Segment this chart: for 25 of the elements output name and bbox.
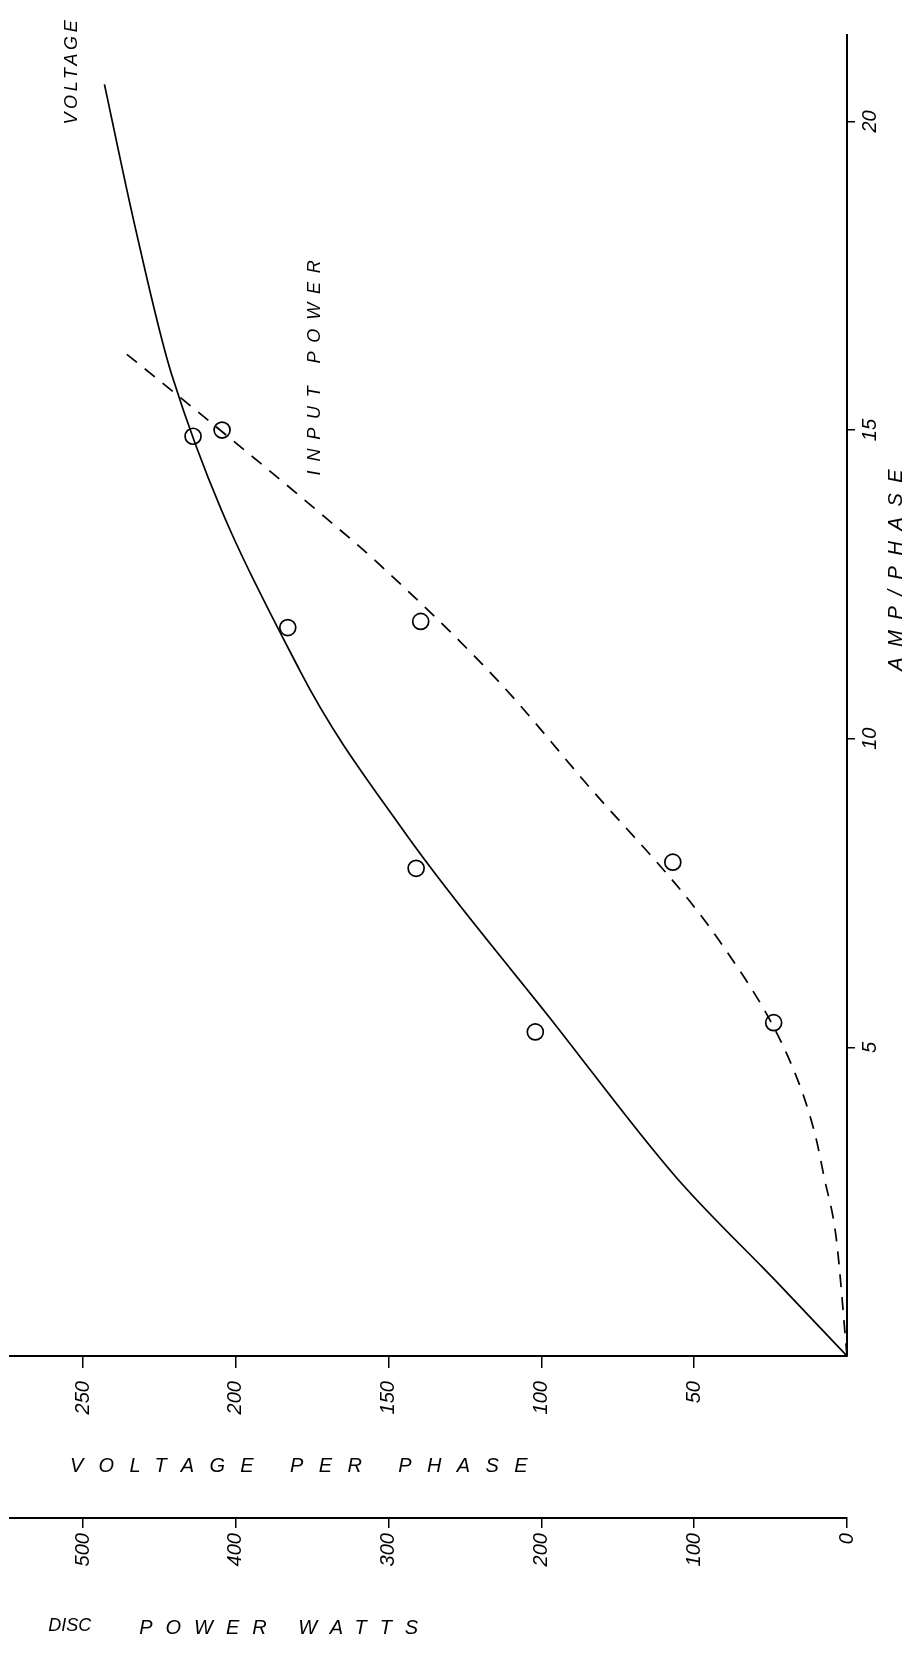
text: VOLTAGE [61, 16, 82, 125]
x-tick-label: 50 [681, 1381, 704, 1404]
x-tick-label: 200 [223, 1381, 246, 1416]
text: INPUT POWER [304, 251, 325, 476]
y-tick-label: 20 [857, 110, 880, 134]
x2-tick-label: 300 [376, 1533, 399, 1567]
x-axis-title: VOLTAGE PER PHASE [69, 1453, 543, 1476]
x2-axis-title: POWER WATTS [139, 1615, 432, 1638]
x2-tick-label: 100 [681, 1533, 704, 1567]
y-tick-label: 10 [857, 727, 880, 750]
y-tick-label: 5 [857, 1040, 880, 1053]
x-tick-label: 150 [376, 1381, 399, 1415]
point [526, 1023, 545, 1041]
x-tick-label: 100 [528, 1381, 551, 1415]
point [407, 859, 425, 878]
y-tick-label: 15 [857, 418, 880, 442]
x2-tick-label: 200 [528, 1533, 551, 1568]
point [184, 427, 202, 446]
text: DISC [48, 1615, 93, 1635]
y-axis-title: AMP/PHASE [883, 458, 906, 672]
x2-tick-label: 500 [70, 1533, 93, 1567]
point [278, 618, 297, 637]
x2-tick-label: 400 [223, 1533, 246, 1567]
x2-tick-label: 0 [834, 1533, 857, 1545]
x-tick-label: 250 [70, 1381, 93, 1416]
